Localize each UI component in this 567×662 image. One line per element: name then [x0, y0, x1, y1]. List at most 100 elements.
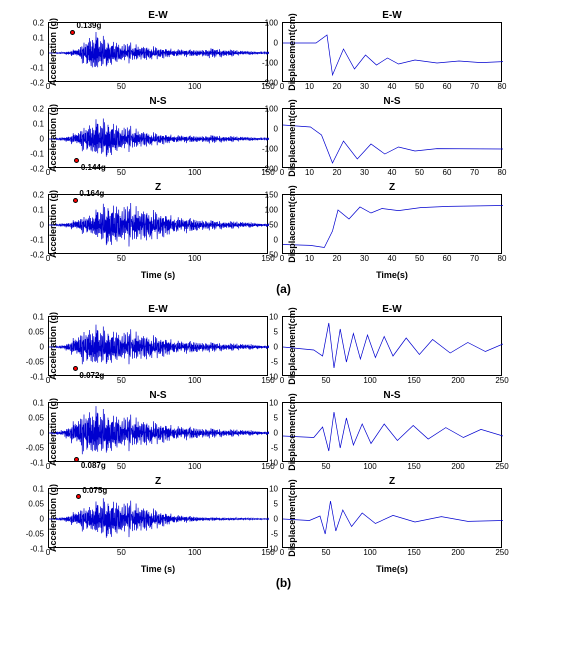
panel-title: Z — [282, 476, 502, 487]
y-axis-label: Displacement(cm) — [287, 13, 297, 91]
plot-area: -0.1-0.0500.050.1Acceleration (g)0.072g — [48, 316, 268, 376]
x-tick: 80 — [498, 254, 507, 263]
x-tick: 50 — [415, 254, 424, 263]
chart-row: N-S-0.2-0.100.10.2Acceleration (g)0.144g… — [48, 96, 557, 179]
y-tick: -0.1 — [30, 545, 44, 554]
y-tick: 0 — [274, 39, 278, 48]
panel-title: E-W — [282, 304, 502, 315]
data-line — [283, 125, 503, 163]
x-tick: 100 — [363, 462, 376, 471]
data-line — [283, 206, 503, 248]
y-tick: 0 — [40, 221, 44, 230]
chart-panel-n-s: N-S-0.2-0.100.10.2Acceleration (g)0.144g… — [48, 96, 268, 179]
x-tick: 100 — [188, 254, 201, 263]
y-tick: -0.1 — [30, 236, 44, 245]
y-tick: 10 — [269, 313, 278, 322]
x-tick: 0 — [46, 168, 50, 177]
y-tick: 0 — [274, 125, 278, 134]
y-tick: 0 — [274, 429, 278, 438]
chart-panel-e-w: E-W-0.2-0.100.10.2Acceleration (g)0.139g… — [48, 10, 268, 93]
x-tick: 50 — [322, 376, 331, 385]
x-tick: 100 — [188, 548, 201, 557]
x-tick: 150 — [407, 376, 420, 385]
x-tick: 10 — [305, 254, 314, 263]
chart-row: N-S -0.1-0.0500.050.1Acceleration (g)0.08… — [48, 390, 557, 473]
x-tick: 20 — [333, 254, 342, 263]
data-line — [49, 406, 269, 454]
x-tick: 0 — [46, 82, 50, 91]
x-tick: 60 — [443, 168, 452, 177]
y-tick: 0 — [40, 429, 44, 438]
panel-title: E-W — [48, 304, 268, 315]
chart-panel-z: Z-0.2-0.100.10.2Acceleration (g)0.164g05… — [48, 182, 268, 265]
x-tick: 200 — [451, 548, 464, 557]
x-tick: 50 — [415, 168, 424, 177]
y-tick: -10 — [266, 545, 278, 554]
data-line — [283, 412, 503, 451]
y-tick: 10 — [269, 485, 278, 494]
y-tick: 0 — [40, 515, 44, 524]
x-tick: 10 — [305, 168, 314, 177]
y-tick: 5 — [274, 328, 278, 337]
peak-label: 0.139g — [76, 21, 101, 30]
y-tick: 0.1 — [33, 34, 44, 43]
chart-panel-n-s: N-S-10-50510Displacement(cm)050100150200… — [282, 390, 502, 473]
x-tick: 50 — [117, 548, 126, 557]
panel-title: N-S — [282, 96, 502, 107]
panel-title: N-S — [48, 96, 268, 107]
x-tick: 250 — [495, 462, 508, 471]
y-axis-label: Acceleration (g) — [48, 398, 58, 466]
y-tick: -0.1 — [30, 150, 44, 159]
panel-group-a: E-W-0.2-0.100.10.2Acceleration (g)0.139g… — [10, 10, 557, 296]
x-tick: 0 — [280, 462, 284, 471]
x-tick: 0 — [46, 548, 50, 557]
panel-title: N-S — [282, 390, 502, 401]
plot-area: -50050100150Displacement(cm) — [282, 194, 502, 254]
x-tick: 100 — [188, 462, 201, 471]
data-line — [283, 35, 503, 75]
y-tick: 0.1 — [33, 313, 44, 322]
y-axis-label: Displacement(cm) — [287, 393, 297, 471]
x-tick: 0 — [46, 462, 50, 471]
y-axis-label: Acceleration (g) — [48, 104, 58, 172]
chart-row: E-W-0.1-0.0500.050.1Acceleration (g)0.07… — [48, 304, 557, 387]
x-tick: 30 — [360, 168, 369, 177]
y-tick: -200 — [262, 165, 278, 174]
y-tick: -5 — [271, 444, 278, 453]
y-axis-label: Displacement(cm) — [287, 99, 297, 177]
x-tick: 20 — [333, 168, 342, 177]
figure: E-W-0.2-0.100.10.2Acceleration (g)0.139g… — [10, 10, 557, 590]
x-tick: 60 — [443, 82, 452, 91]
x-tick: 40 — [388, 254, 397, 263]
y-tick: -0.2 — [30, 251, 44, 260]
x-tick: 60 — [443, 254, 452, 263]
chart-panel-e-w: E-W-10-50510Displacement(cm)050100150200… — [282, 304, 502, 387]
plot-area: -10-50510Displacement(cm) — [282, 488, 502, 548]
y-tick: -10 — [266, 373, 278, 382]
x-tick: 70 — [470, 168, 479, 177]
data-line — [49, 325, 269, 365]
chart-row: Z-0.2-0.100.10.2Acceleration (g)0.164g05… — [48, 182, 557, 265]
panel-group-b: E-W-0.1-0.0500.050.1Acceleration (g)0.07… — [10, 304, 557, 590]
panel-title: Z — [282, 182, 502, 193]
y-tick: 100 — [265, 19, 278, 28]
x-tick: 0 — [280, 168, 284, 177]
x-tick: 50 — [117, 462, 126, 471]
y-tick: 50 — [269, 221, 278, 230]
y-tick: -10 — [266, 459, 278, 468]
plot-area: -200-1000100Displacement(cm) — [282, 108, 502, 168]
x-tick: 30 — [360, 254, 369, 263]
plot-area: -0.1-0.0500.050.1Acceleration (g)0.087g — [48, 402, 268, 462]
y-tick: 0.1 — [33, 399, 44, 408]
panel-title: E-W — [48, 10, 268, 21]
y-tick: -0.1 — [30, 459, 44, 468]
y-tick: -0.05 — [26, 444, 44, 453]
y-tick: 0.2 — [33, 19, 44, 28]
x-tick: 30 — [360, 82, 369, 91]
x-tick: 20 — [333, 82, 342, 91]
y-tick: -0.2 — [30, 165, 44, 174]
y-tick: 0 — [40, 135, 44, 144]
x-tick: 10 — [305, 82, 314, 91]
y-tick: 0 — [274, 515, 278, 524]
y-tick: 0.2 — [33, 105, 44, 114]
